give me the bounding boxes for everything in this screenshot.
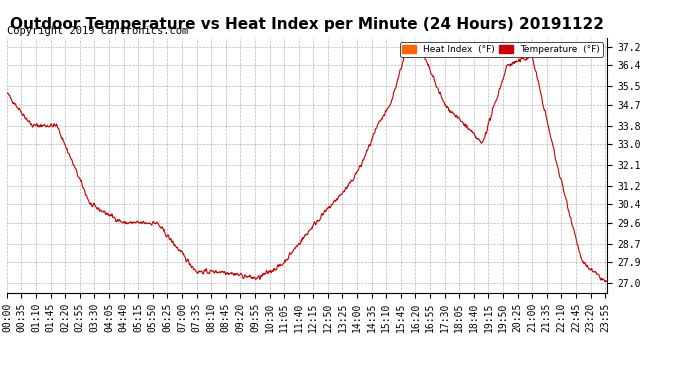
Legend: Heat Index  (°F), Temperature  (°F): Heat Index (°F), Temperature (°F)	[400, 42, 602, 57]
Title: Outdoor Temperature vs Heat Index per Minute (24 Hours) 20191122: Outdoor Temperature vs Heat Index per Mi…	[10, 17, 604, 32]
Text: Copyright 2019 Cartronics.com: Copyright 2019 Cartronics.com	[7, 26, 188, 36]
